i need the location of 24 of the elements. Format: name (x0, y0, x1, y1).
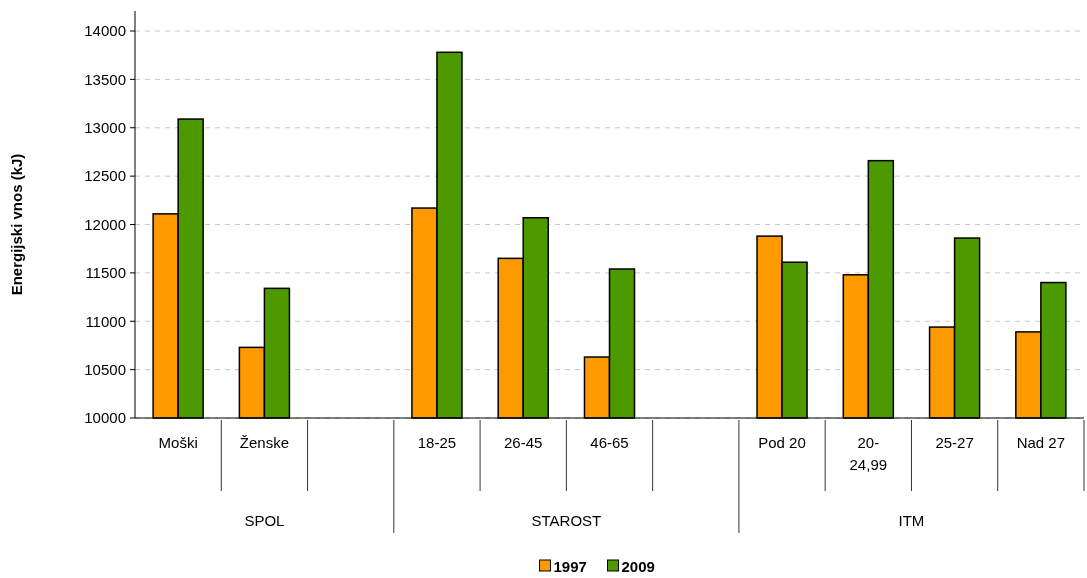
x-tick-label: Pod 20 (758, 434, 806, 451)
x-tick-label: 26-45 (504, 434, 543, 451)
x-tick-label: Moški (158, 434, 198, 451)
y-tick-label: 14000 (84, 22, 126, 40)
y-axis-title: Energijski vnos (kJ) (8, 153, 25, 296)
x-tick-label: 25-27 (935, 434, 974, 451)
y-tick-label: 13000 (84, 119, 126, 136)
x-tick-label: Ženske (239, 434, 290, 451)
text: SPOL (244, 512, 285, 529)
y-tick-label: 10000 (84, 409, 126, 427)
y-tick-label: 12500 (84, 167, 126, 185)
text: ITM (898, 512, 925, 529)
x-tick-label: 18-25 (417, 434, 457, 451)
y-tick-label: 11500 (85, 264, 126, 282)
x-tick-label: 46-65 (590, 434, 629, 451)
legend-label: 1997 (553, 558, 587, 575)
text: STAROST (531, 512, 602, 529)
y-tick-label: 13500 (84, 70, 126, 88)
y-tick-label: 11000 (85, 312, 126, 330)
legend-label: 2009 (621, 558, 655, 575)
x-tick-label: 20-24,99 (849, 434, 888, 473)
y-tick-label: 10500 (84, 360, 126, 378)
x-tick-label: Nad 27 (1016, 434, 1066, 451)
y-tick-label: 12000 (84, 215, 126, 233)
